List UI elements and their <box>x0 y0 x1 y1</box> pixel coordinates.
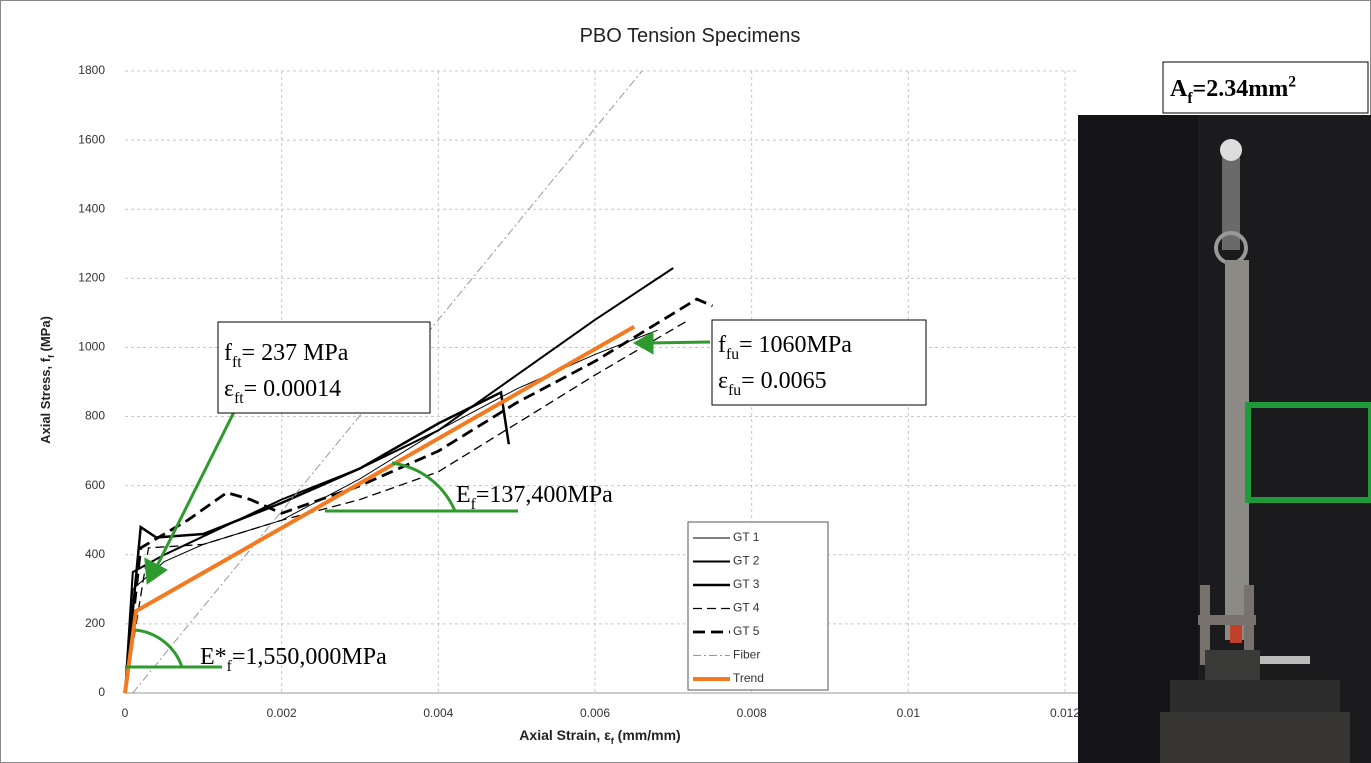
legend-label: Trend <box>733 671 764 685</box>
series-line <box>124 319 690 694</box>
text-part: f <box>718 332 726 358</box>
y-tick-label: 1800 <box>78 63 105 77</box>
text-part: f <box>46 355 56 358</box>
annotation-text: fft= 237 MPa <box>224 340 349 371</box>
text-part: f <box>611 736 615 746</box>
text-part: =1,550,000MPa <box>232 644 387 670</box>
text-part: fu <box>728 382 741 399</box>
annotation-text: εft= 0.00014 <box>224 376 341 407</box>
y-tick-label: 800 <box>85 409 105 423</box>
y-axis-label: Axial Stress, ff (MPa) <box>38 316 56 444</box>
x-tick-label: 0.004 <box>423 706 453 720</box>
annotation-text: εfu= 0.0065 <box>718 368 827 399</box>
annotation-text: Ef=137,400MPa <box>456 482 613 513</box>
y-tick-label: 1000 <box>78 340 105 354</box>
text-part: ft <box>232 354 242 371</box>
text-part: =2.34mm <box>1193 76 1289 102</box>
legend <box>687 521 829 691</box>
annotation-box <box>1162 61 1369 114</box>
y-tick-label: 600 <box>85 478 105 492</box>
text-part: ε <box>718 368 728 394</box>
chart-title: PBO Tension Specimens <box>580 25 801 47</box>
text-part: ε <box>224 376 234 402</box>
legend-label: GT 4 <box>733 601 760 615</box>
text-part: = 1060MPa <box>739 332 852 358</box>
annotation-text: Af=2.34mm2 <box>1170 73 1296 107</box>
series-line <box>123 390 511 694</box>
text-part: =137,400MPa <box>476 482 613 508</box>
text-part: f <box>471 496 477 513</box>
y-tick-label: 1600 <box>78 132 105 146</box>
legend-label: Fiber <box>733 648 760 662</box>
annotation-graphics <box>125 331 711 669</box>
annotation-text: ffu= 1060MPa <box>718 332 852 363</box>
y-tick-label: 0 <box>98 685 105 699</box>
text-part: Axial Stress, f <box>38 357 53 444</box>
x-tick-label: 0.01 <box>897 706 921 720</box>
x-axis-label: Axial Strain, εf (mm/mm) <box>519 727 680 746</box>
legend-label: GT 2 <box>733 554 760 568</box>
annotation-box <box>711 319 927 406</box>
text-part: = 237 MPa <box>242 340 349 366</box>
text-part: E* <box>200 644 227 670</box>
y-tick-label: 400 <box>85 547 105 561</box>
text-part: = 0.0065 <box>741 368 827 394</box>
legend-label: GT 5 <box>733 624 760 638</box>
text-part: E <box>456 482 471 508</box>
x-tick-label: 0 <box>122 706 129 720</box>
text-part: (mm/mm) <box>614 727 681 743</box>
text-part: f <box>224 340 232 366</box>
text-part: ft <box>234 390 244 407</box>
y-tick-label: 1400 <box>78 201 105 215</box>
x-tick-label: 0.002 <box>267 706 297 720</box>
text-part: = 0.00014 <box>244 376 342 402</box>
x-tick-label: 0.006 <box>580 706 610 720</box>
legend-label: GT 1 <box>733 530 760 544</box>
series-line <box>123 297 714 694</box>
x-tick-label: 0.012 <box>1050 706 1080 720</box>
text-part: fu <box>726 346 739 363</box>
text-part: A <box>1170 76 1188 102</box>
annotation-text: E*f=1,550,000MPa <box>200 644 387 675</box>
text-part: Axial Strain, ε <box>519 727 611 743</box>
text-part: 2 <box>1288 73 1296 90</box>
x-tick-label: 0.008 <box>737 706 767 720</box>
annotation-box <box>217 321 431 414</box>
text-part: f <box>1187 90 1193 107</box>
legend-label: GT 3 <box>733 577 760 591</box>
text-part: f <box>227 658 233 675</box>
y-tick-label: 1200 <box>78 271 105 285</box>
photo <box>1078 115 1371 763</box>
y-tick-label: 200 <box>85 616 105 630</box>
text-part: (MPa) <box>38 316 53 355</box>
